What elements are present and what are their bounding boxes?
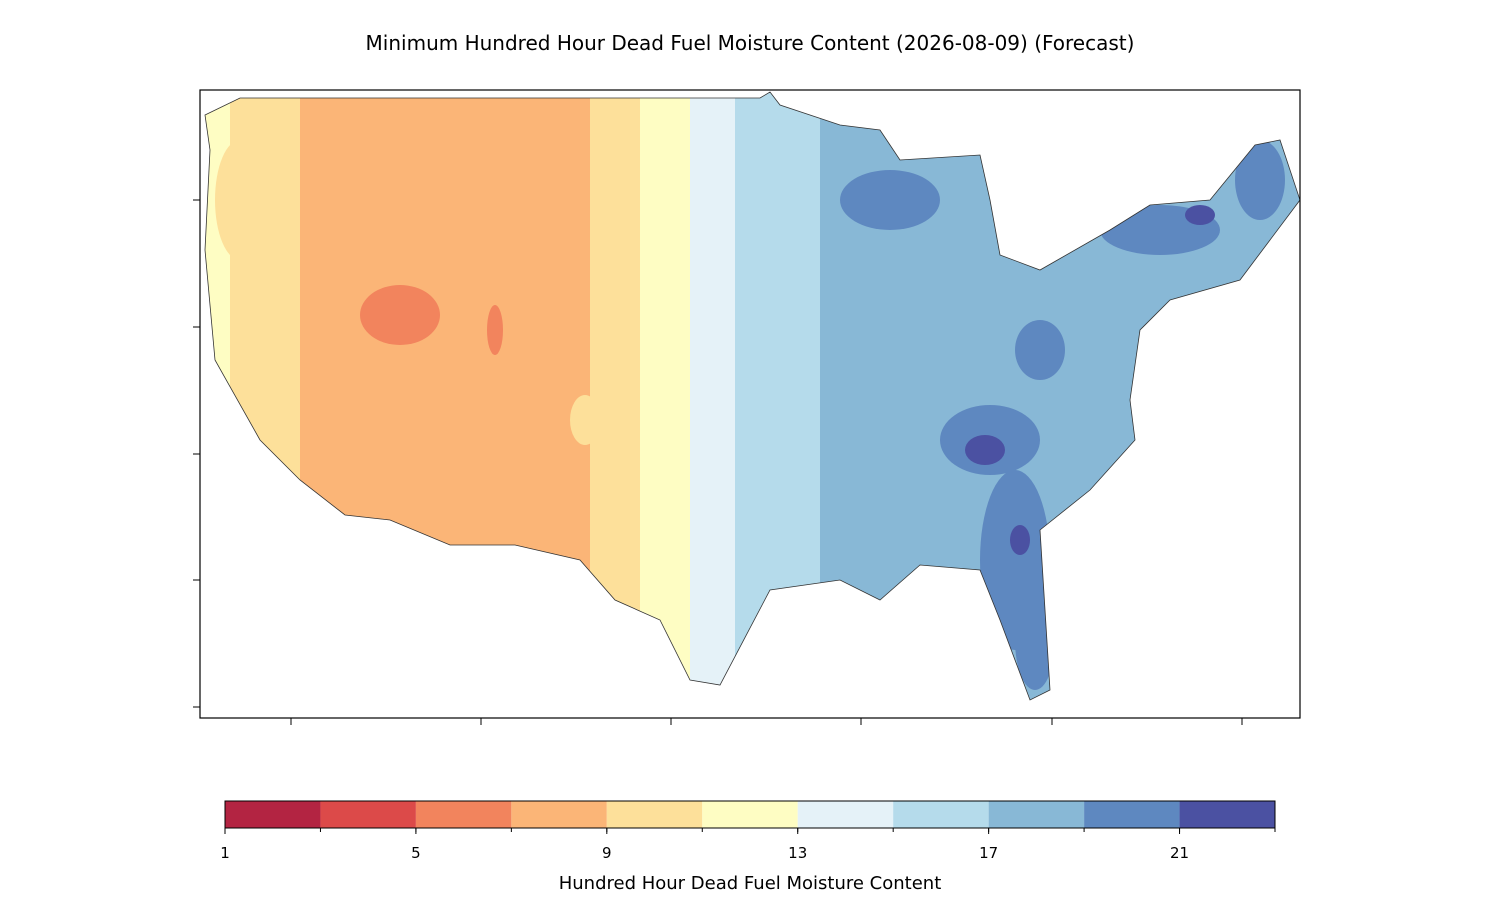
colorbar-tick-label: 1 (220, 844, 230, 862)
map-band (300, 92, 590, 700)
colorbar-segment (511, 801, 607, 828)
map-band (690, 92, 735, 700)
colorbar-tick-label: 9 (602, 844, 612, 862)
map-region (360, 285, 440, 345)
map-region (1015, 320, 1065, 380)
colorbar-segment (606, 801, 703, 828)
colorbar-segment (415, 801, 512, 828)
colorbar-segment (225, 801, 321, 828)
colorbar-tick-label: 13 (788, 844, 807, 862)
colorbar-segment (702, 801, 798, 828)
map-band (640, 92, 690, 700)
colorbar-tick-label: 21 (1170, 844, 1189, 862)
map-region (1010, 525, 1030, 555)
map-region (570, 395, 600, 445)
map-region (840, 170, 940, 230)
colorbar-segment (1179, 801, 1275, 828)
country-outline (204, 91, 1301, 701)
colorbar-frame (224, 800, 1276, 829)
map (205, 92, 1300, 700)
frame-ticks (193, 199, 1243, 725)
colorbar-label: Hundred Hour Dead Fuel Moisture Content (559, 873, 942, 894)
colorbar-segment (320, 801, 416, 828)
colorbar-segment (1084, 801, 1180, 828)
map-region (215, 140, 265, 260)
chart-title: Minimum Hundred Hour Dead Fuel Moisture … (366, 31, 1135, 55)
colorbar-tick-label: 5 (411, 844, 421, 862)
map-region (1185, 205, 1215, 225)
colorbar-segment (797, 801, 894, 828)
colorbar-segment (893, 801, 989, 828)
map-frame (199, 89, 1301, 719)
map-band (590, 92, 640, 700)
colorbar-tick-label: 17 (979, 844, 998, 862)
map-region (965, 435, 1005, 465)
map-region (487, 305, 503, 355)
map-region (1235, 140, 1285, 220)
map-band (735, 92, 820, 700)
colorbar-segment (988, 801, 1085, 828)
